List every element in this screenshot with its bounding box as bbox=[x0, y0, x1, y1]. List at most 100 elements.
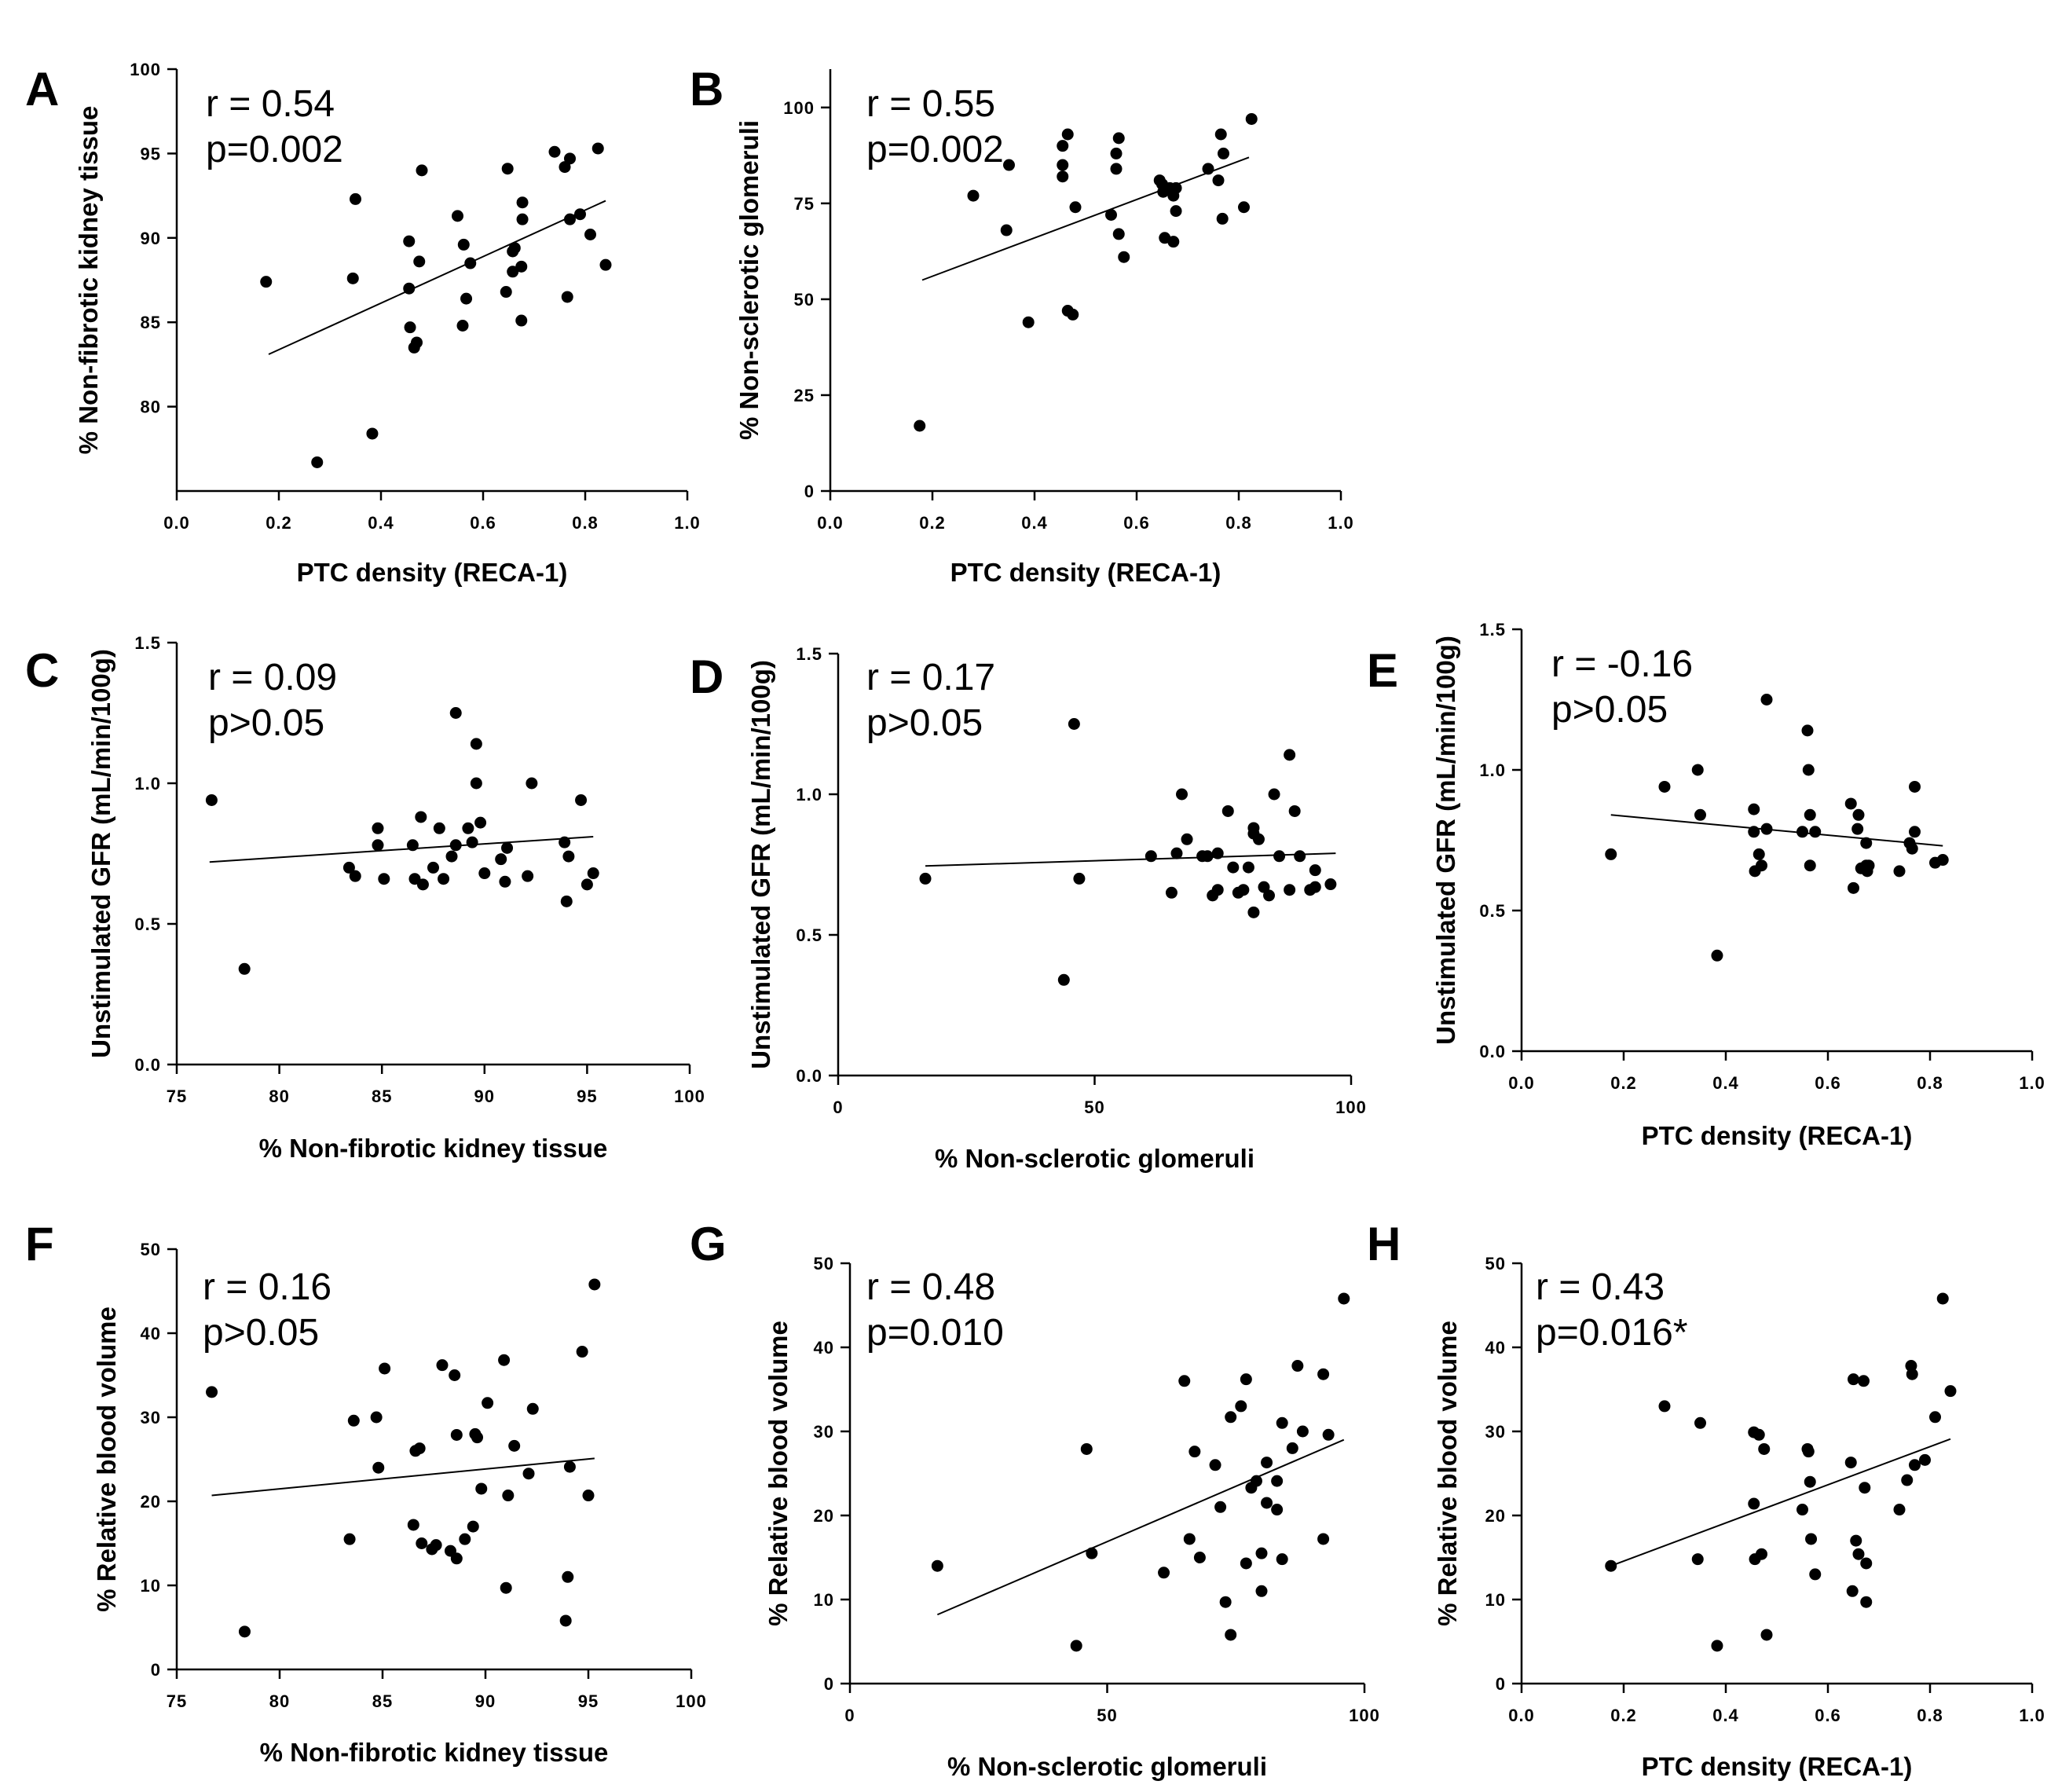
data-point bbox=[1258, 881, 1270, 893]
data-point bbox=[599, 258, 612, 271]
data-point bbox=[1909, 826, 1921, 838]
data-point bbox=[1000, 224, 1013, 236]
data-point bbox=[238, 1625, 251, 1638]
x-axis-label: % Non-fibrotic kidney tissue bbox=[260, 1738, 609, 1767]
x-tick-label: 80 bbox=[269, 1691, 290, 1711]
data-point bbox=[1201, 850, 1214, 863]
data-point bbox=[1296, 1425, 1309, 1438]
data-point bbox=[470, 777, 482, 790]
regression-line bbox=[209, 836, 594, 863]
data-point bbox=[1658, 1400, 1671, 1413]
data-point bbox=[449, 839, 462, 852]
data-point bbox=[1286, 1442, 1298, 1454]
data-point bbox=[1711, 1640, 1723, 1652]
y-tick-label: 1.5 bbox=[1479, 620, 1506, 639]
data-point bbox=[1214, 128, 1227, 141]
regression-line bbox=[268, 200, 606, 355]
data-point bbox=[1317, 1368, 1330, 1380]
data-point bbox=[500, 1581, 512, 1594]
stat-r-value: r = 0.17 bbox=[866, 657, 995, 698]
data-point bbox=[449, 707, 462, 719]
data-point bbox=[350, 192, 361, 205]
data-point bbox=[587, 867, 599, 880]
data-point bbox=[1067, 308, 1079, 321]
data-point bbox=[1893, 865, 1906, 878]
data-point bbox=[1317, 1533, 1330, 1545]
y-tick-label: 50 bbox=[794, 290, 815, 310]
data-point bbox=[526, 777, 538, 790]
x-tick-label: 95 bbox=[578, 1691, 599, 1711]
x-tick-label: 50 bbox=[1097, 1706, 1117, 1725]
data-point bbox=[1919, 1453, 1931, 1466]
stat-r-value: r = 0.16 bbox=[203, 1266, 331, 1308]
stat-p-value: p=0.002 bbox=[206, 129, 343, 170]
data-point bbox=[522, 870, 534, 882]
y-tick-label: 95 bbox=[141, 144, 161, 163]
panel-letter: A bbox=[25, 63, 59, 115]
data-point bbox=[576, 1346, 588, 1358]
data-point bbox=[452, 210, 463, 222]
stat-p-value: p=0.010 bbox=[866, 1312, 1004, 1354]
data-point bbox=[1711, 949, 1723, 962]
data-point bbox=[366, 427, 379, 440]
data-point bbox=[1796, 826, 1808, 838]
y-tick-label: 30 bbox=[141, 1408, 161, 1427]
data-point bbox=[1756, 859, 1767, 872]
data-point bbox=[1240, 1373, 1252, 1386]
data-point bbox=[1255, 1585, 1268, 1597]
data-point bbox=[466, 836, 478, 848]
data-point bbox=[1245, 112, 1258, 125]
data-point bbox=[1216, 212, 1229, 225]
data-point bbox=[460, 292, 473, 305]
data-point bbox=[1802, 1446, 1815, 1458]
x-tick-label: 100 bbox=[1349, 1706, 1380, 1725]
data-point bbox=[416, 878, 429, 891]
stat-r-value: r = 0.09 bbox=[208, 657, 337, 698]
data-point bbox=[1906, 1368, 1918, 1380]
data-point bbox=[584, 229, 596, 241]
x-tick-label: 0.8 bbox=[1917, 1706, 1943, 1725]
data-point bbox=[1276, 1553, 1288, 1566]
x-tick-label: 0 bbox=[844, 1706, 855, 1725]
x-tick-label: 75 bbox=[167, 1691, 187, 1711]
data-point bbox=[1247, 906, 1260, 918]
panel-f: F 75 80 85 90 95 100 0 10 20 30 40 50 % Non-fibrotic … bbox=[25, 1218, 706, 1767]
data-point bbox=[1804, 808, 1816, 821]
x-tick-label: 0.0 bbox=[1508, 1073, 1535, 1093]
stat-r-value: r = 0.43 bbox=[1536, 1266, 1665, 1308]
y-tick-label: 0 bbox=[804, 482, 815, 501]
data-point bbox=[1801, 724, 1814, 737]
data-point bbox=[1288, 804, 1301, 817]
data-point bbox=[1760, 694, 1773, 705]
data-point bbox=[564, 213, 576, 225]
x-axis-label: PTC density (RECA-1) bbox=[1642, 1121, 1913, 1150]
data-point bbox=[1250, 1475, 1262, 1487]
data-point bbox=[1252, 833, 1265, 845]
data-point bbox=[379, 1362, 391, 1375]
data-point bbox=[1936, 1292, 1949, 1305]
panel-a: A 0.0 0.2 0.4 0.6 0.8 1.0 80 85 90 95 100 PTC densit… bbox=[25, 60, 700, 587]
x-tick-label: 1.0 bbox=[2019, 1706, 2046, 1725]
data-point bbox=[1760, 1629, 1773, 1641]
data-point bbox=[1605, 848, 1617, 860]
data-point bbox=[559, 836, 571, 848]
data-point bbox=[1211, 884, 1224, 896]
data-point bbox=[1112, 132, 1125, 145]
panel-letter: B bbox=[690, 63, 723, 115]
data-point bbox=[430, 1539, 442, 1552]
x-tick-label: 75 bbox=[167, 1087, 187, 1106]
y-tick-label: 0.0 bbox=[796, 1066, 822, 1086]
y-tick-label: 50 bbox=[1485, 1254, 1506, 1273]
data-point bbox=[450, 1428, 463, 1441]
data-point bbox=[1691, 1553, 1704, 1566]
panel-letter: G bbox=[690, 1218, 727, 1270]
regression-line bbox=[1610, 1438, 1951, 1567]
x-tick-label: 0.8 bbox=[1225, 513, 1252, 533]
stat-r-value: r = 0.55 bbox=[866, 83, 995, 125]
data-point bbox=[413, 1442, 426, 1455]
data-point bbox=[1219, 1596, 1232, 1608]
data-point bbox=[1110, 163, 1123, 175]
x-tick-label: 0 bbox=[833, 1098, 843, 1117]
data-point bbox=[1694, 808, 1706, 821]
x-tick-label: 85 bbox=[372, 1691, 393, 1711]
